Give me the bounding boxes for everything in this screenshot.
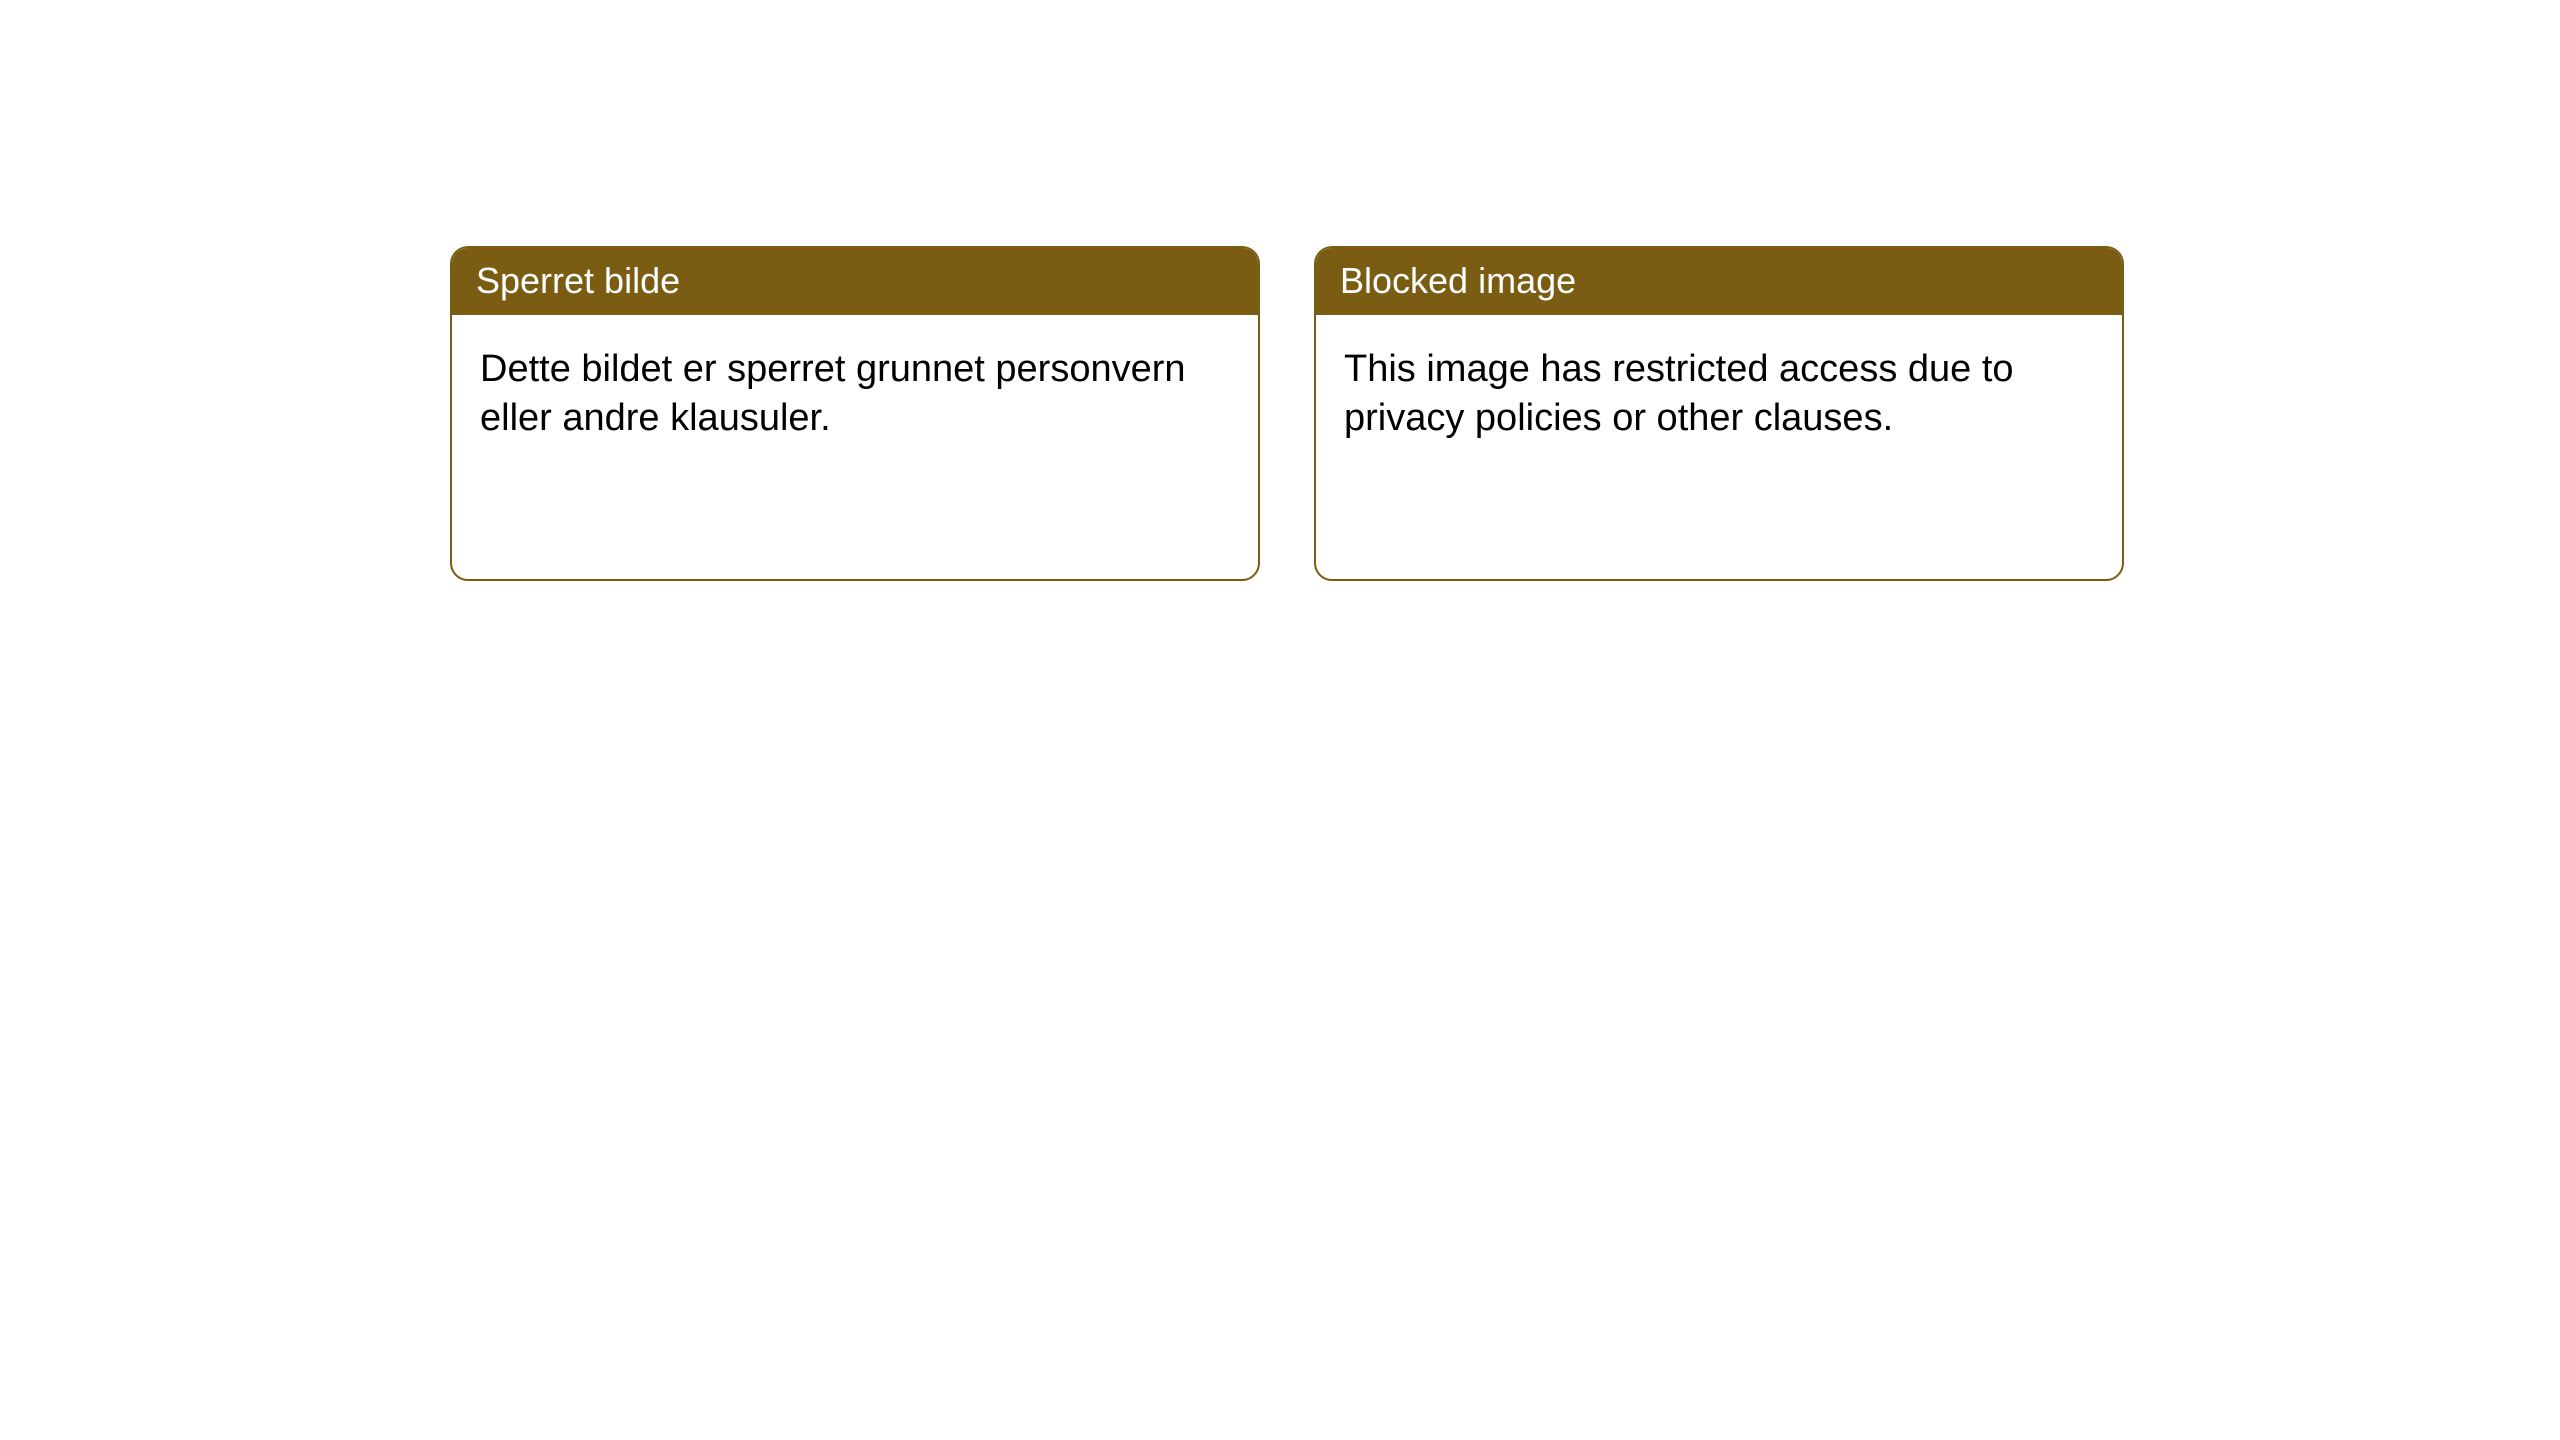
notice-card-norwegian: Sperret bilde Dette bildet er sperret gr…: [450, 246, 1260, 581]
notice-title: Blocked image: [1340, 260, 1576, 301]
notice-header-english: Blocked image: [1316, 248, 2122, 315]
notice-title: Sperret bilde: [476, 260, 680, 301]
notice-body-norwegian: Dette bildet er sperret grunnet personve…: [452, 315, 1258, 579]
notice-card-english: Blocked image This image has restricted …: [1314, 246, 2124, 581]
notice-body-text: This image has restricted access due to …: [1344, 348, 2014, 439]
notice-header-norwegian: Sperret bilde: [452, 248, 1258, 315]
notice-body-english: This image has restricted access due to …: [1316, 315, 2122, 579]
notice-container: Sperret bilde Dette bildet er sperret gr…: [450, 246, 2124, 581]
notice-body-text: Dette bildet er sperret grunnet personve…: [480, 348, 1186, 439]
